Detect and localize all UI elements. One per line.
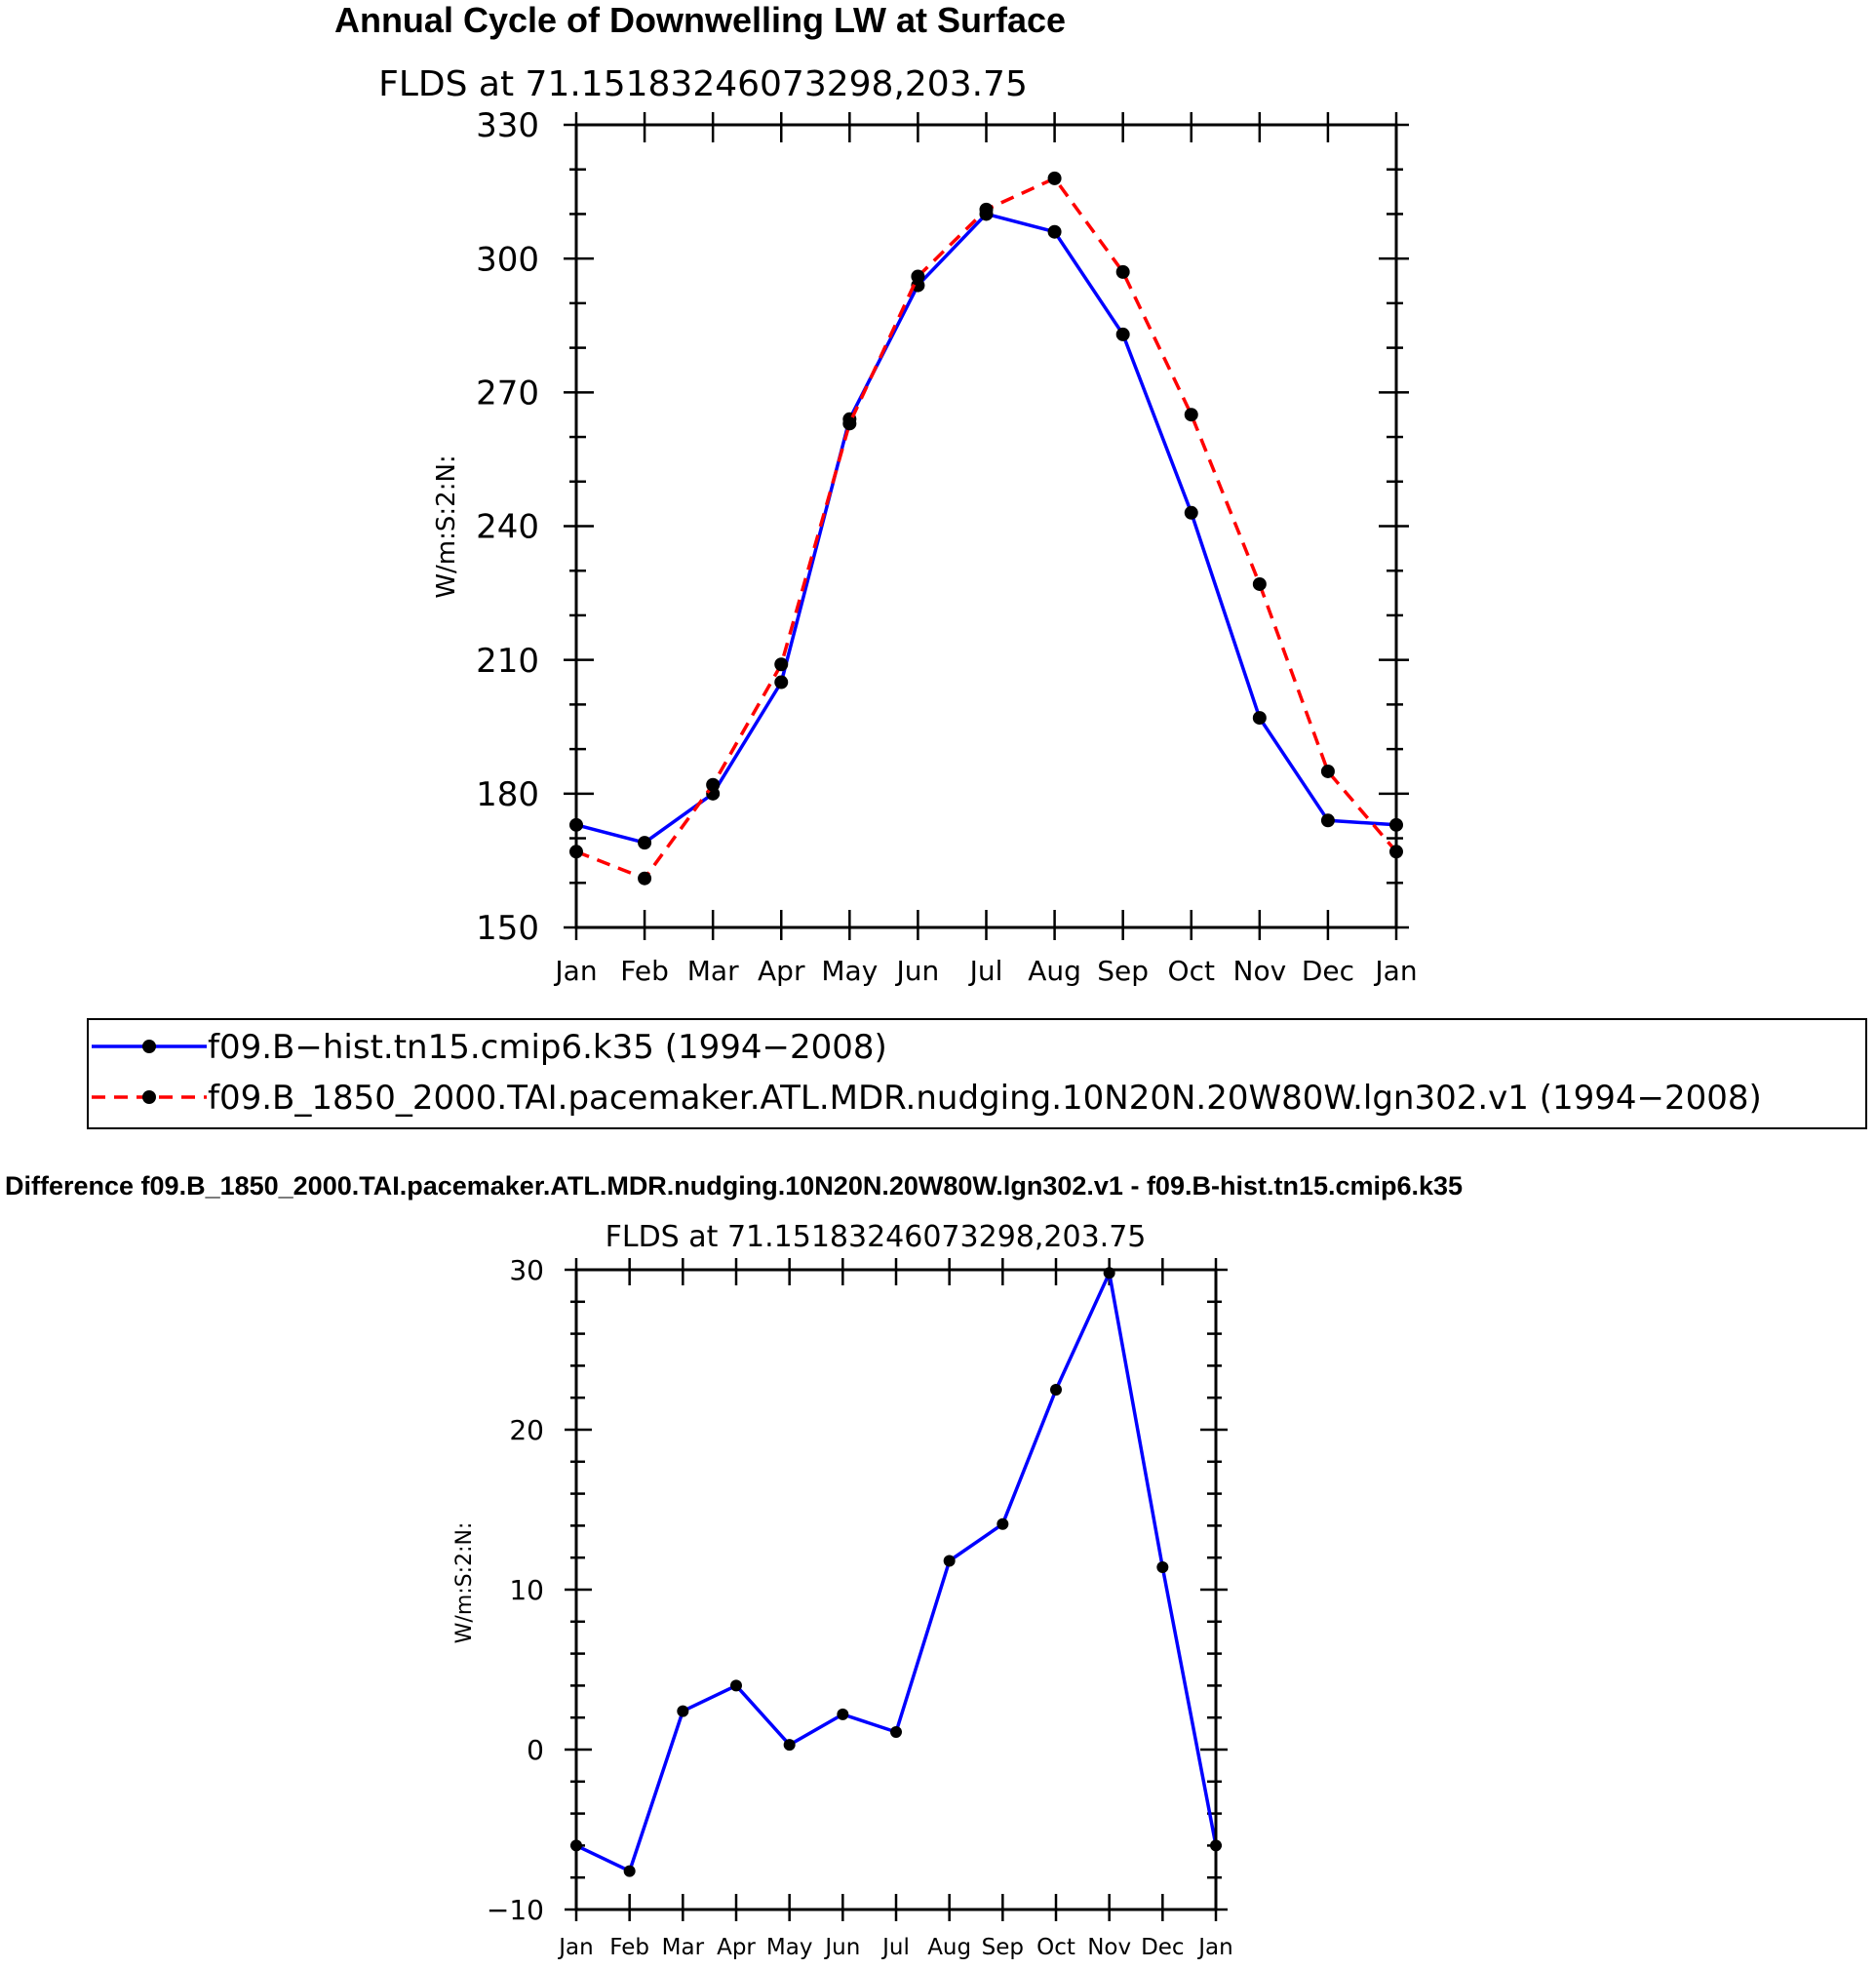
x-tick-label: Oct <box>1036 1935 1075 1960</box>
series-2-point <box>1047 171 1062 185</box>
y-tick-label: 20 <box>509 1414 544 1446</box>
x-tick-label: May <box>766 1935 813 1960</box>
series-1-point <box>677 1705 689 1717</box>
series-2-point <box>911 269 925 284</box>
series-2-point <box>774 657 789 672</box>
series-2-point <box>1320 764 1335 778</box>
x-tick-label: Aug <box>927 1935 971 1960</box>
y-tick-label: 180 <box>476 775 539 814</box>
x-tick-label: Feb <box>620 955 669 987</box>
x-tick-label: Dec <box>1302 955 1354 987</box>
x-tick-label: Mar <box>662 1935 705 1960</box>
x-tick-label: Apr <box>717 1935 756 1960</box>
y-tick-label: 30 <box>509 1254 544 1286</box>
legend-item-series-1: f09.B−hist.tn15.cmip6.k35 (1994−2008) <box>92 1028 887 1067</box>
x-tick-label: Jun <box>895 955 940 987</box>
chart1-legend: f09.B−hist.tn15.cmip6.k35 (1994−2008) f0… <box>87 1018 1867 1129</box>
series-1-point <box>1047 224 1062 239</box>
x-tick-label: Jul <box>968 955 1003 987</box>
x-tick-label: Feb <box>609 1935 649 1960</box>
annual-cycle-chart: Annual Cycle of Downwelling LW at Surfac… <box>334 0 1418 987</box>
y-tick-label: −10 <box>487 1894 544 1926</box>
series-2-point <box>979 202 994 217</box>
x-tick-label: Jan <box>1196 1935 1232 1960</box>
x-tick-label: Nov <box>1087 1935 1131 1960</box>
x-tick-label: Jun <box>823 1935 860 1960</box>
chart2-marks <box>570 1267 1222 1877</box>
y-tick-label: 10 <box>509 1574 544 1606</box>
x-tick-label: Jan <box>553 955 597 987</box>
series-1-point <box>1156 1561 1169 1574</box>
legend-item-series-2: f09.B_1850_2000.TAI.pacemaker.ATL.MDR.nu… <box>92 1079 1762 1118</box>
series-2-point <box>1252 576 1267 591</box>
x-tick-label: Sep <box>982 1935 1024 1960</box>
y-tick-label: 210 <box>476 642 539 681</box>
x-tick-label: Oct <box>1168 955 1215 987</box>
x-tick-label: Jan <box>1373 955 1417 987</box>
series-1-point <box>1115 327 1130 341</box>
series-1-point <box>1184 505 1198 520</box>
series-1-point <box>623 1865 636 1877</box>
legend-label-series-2: f09.B_1850_2000.TAI.pacemaker.ATL.MDR.nu… <box>208 1079 1762 1118</box>
series-1-point <box>1050 1384 1062 1396</box>
chart2-title: Difference f09.B_1850_2000.TAI.pacemaker… <box>5 1171 1463 1201</box>
x-tick-label: May <box>821 955 878 987</box>
series-line-2 <box>575 177 1398 881</box>
difference-chart: Difference f09.B_1850_2000.TAI.pacemaker… <box>5 1171 1463 1960</box>
series-1-point <box>943 1555 956 1567</box>
y-tick-label: 240 <box>476 508 539 547</box>
series-line-1 <box>575 212 1397 845</box>
series-2-point <box>1115 264 1130 279</box>
chart2-subtitle: FLDS at 71.15183246073298,203.75 <box>606 1220 1147 1254</box>
series-1-point <box>997 1517 1009 1530</box>
series-2-point <box>842 416 857 431</box>
y-tick-label: 150 <box>476 909 539 948</box>
x-tick-label: Jan <box>557 1935 593 1960</box>
series-1-point <box>1320 813 1335 828</box>
y-tick-label: 300 <box>476 240 539 279</box>
legend-label-series-1: f09.B−hist.tn15.cmip6.k35 (1994−2008) <box>208 1028 887 1067</box>
series-line-1 <box>575 1271 1218 1873</box>
chart2-plot-frame <box>574 1268 1218 1911</box>
chart1-marks <box>569 171 1403 886</box>
y-tick-label: 270 <box>476 374 539 413</box>
legend-box <box>87 1018 1867 1129</box>
y-tick-label: 330 <box>476 106 539 145</box>
x-tick-label: Nov <box>1233 955 1287 987</box>
x-tick-label: Sep <box>1097 955 1149 987</box>
x-tick-label: Aug <box>1028 955 1081 987</box>
x-tick-label: Mar <box>687 955 739 987</box>
x-tick-label: Apr <box>758 955 805 987</box>
series-2-point <box>1184 408 1198 422</box>
chart1-plot-frame <box>574 123 1398 929</box>
chart1-y-axis-label: W/m:S:2:N: <box>432 454 461 598</box>
series-1-point <box>774 675 789 689</box>
y-tick-label: 0 <box>527 1734 544 1766</box>
series-1-point <box>783 1739 796 1752</box>
chart1-subtitle: FLDS at 71.15183246073298,203.75 <box>378 64 1028 104</box>
series-1-point <box>730 1679 742 1692</box>
legend-marker-series-2 <box>142 1090 156 1104</box>
x-tick-label: Jul <box>880 1935 910 1960</box>
chart1-title: Annual Cycle of Downwelling LW at Surfac… <box>334 0 1066 40</box>
chart2-y-axis-label: W/m:S:2:N: <box>452 1522 477 1644</box>
series-2-point <box>638 871 652 886</box>
series-1-point <box>1252 711 1267 726</box>
series-1-point <box>837 1708 849 1720</box>
series-1-point <box>638 836 652 850</box>
chart1-axes: Jan Feb Mar Apr May Jun Jul Aug Sep Oct Nov Dec Jan 1… <box>476 106 1417 987</box>
x-tick-label: Dec <box>1141 1935 1185 1960</box>
series-1-point <box>890 1725 902 1738</box>
legend-marker-series-1 <box>142 1040 156 1053</box>
series-2-point <box>706 777 721 792</box>
